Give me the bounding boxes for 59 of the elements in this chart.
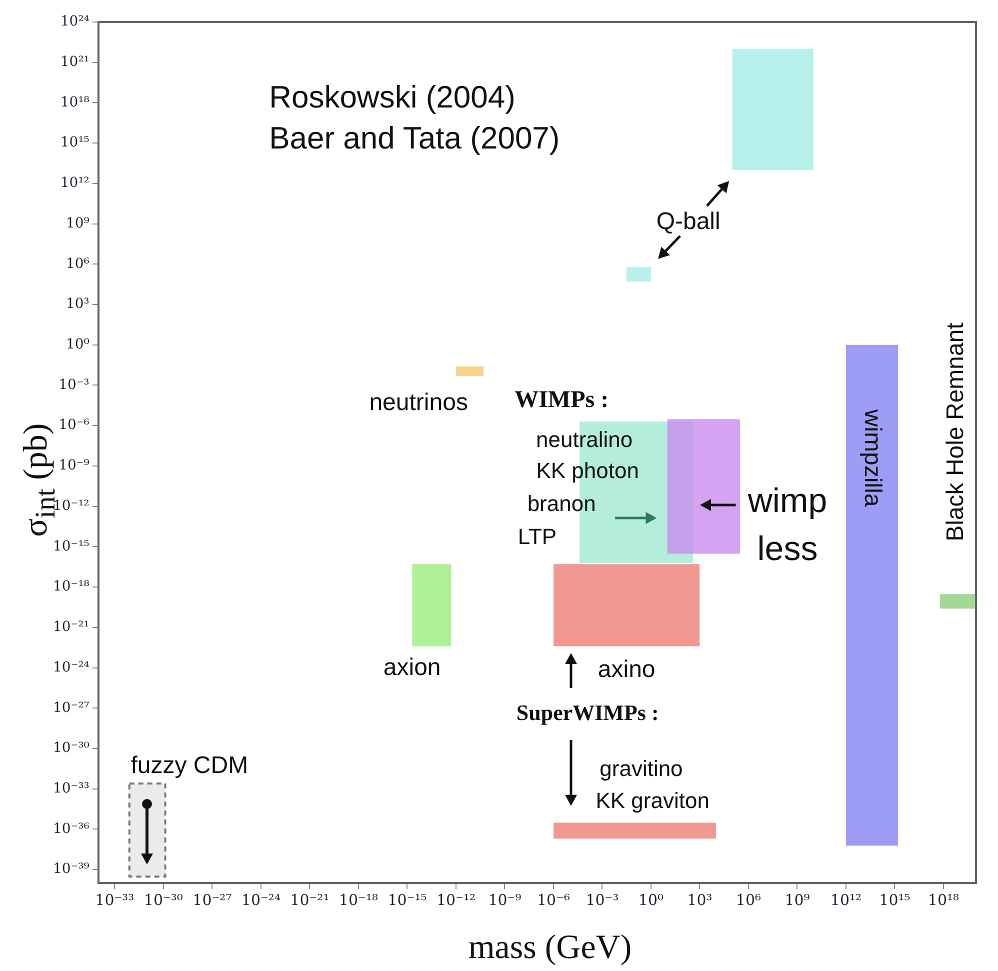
y-tick-label: 10⁻²⁴ — [52, 659, 90, 676]
x-tick-label: 10¹⁵ — [879, 890, 910, 909]
y-tick-label: 10⁰ — [66, 336, 90, 353]
x-tick-label: 10⁻²⁷ — [192, 890, 232, 909]
x-tick-label: 10⁶ — [736, 890, 762, 909]
annotation: gravitino — [600, 756, 683, 781]
annotation: wimp — [748, 482, 828, 520]
annotation: Roskowski (2004) — [269, 80, 516, 115]
annotation: axino — [598, 656, 656, 684]
x-tick-label: 10¹² — [830, 890, 862, 909]
y-tick-label: 10⁻³ — [58, 376, 90, 393]
y-tick-label: 10²⁴ — [60, 14, 90, 30]
annotation: less — [757, 530, 818, 568]
annotation: wimpzilla — [858, 409, 886, 507]
annotation: KK photon — [536, 458, 639, 484]
x-tick-label: 10⁹ — [784, 890, 810, 909]
y-tick-label: 10⁻³⁹ — [52, 861, 90, 878]
y-tick-label: 10⁻³⁶ — [52, 820, 90, 837]
annotation: SuperWIMPs : — [516, 700, 659, 726]
annotation: Baer and Tata (2007) — [269, 120, 560, 156]
y-tick-label: 10⁻¹⁸ — [52, 578, 90, 595]
x-tick-label: 10¹⁸ — [928, 890, 960, 909]
y-tick-label: 10¹⁸ — [60, 94, 90, 110]
annotation: WIMPs : — [514, 387, 609, 414]
y-tick-label: 10⁻⁶ — [58, 417, 90, 434]
x-tick-label: 10⁻²¹ — [290, 890, 330, 909]
annotation: LTP — [518, 524, 557, 550]
x-tick-label: 10⁰ — [638, 890, 664, 909]
x-tick-label: 10⁻³ — [586, 890, 619, 909]
y-tick-label: 10¹⁵ — [60, 134, 90, 151]
x-axis-title: mass (GeV) — [468, 929, 632, 967]
annotation: fuzzy CDM — [130, 752, 248, 779]
annotation: branon — [527, 490, 596, 516]
y-tick-label: 10⁻¹⁵ — [52, 538, 90, 554]
x-tick-label: 10⁻²⁴ — [241, 890, 280, 909]
annotation: KK graviton — [596, 788, 710, 813]
x-tick-label: 10³ — [687, 890, 712, 909]
x-tick-label: 10⁻¹⁵ — [388, 890, 427, 909]
annotation: neutralino — [536, 427, 633, 452]
x-tick-label: 10⁻¹² — [436, 890, 476, 909]
x-tick-label: 10⁻⁹ — [488, 890, 522, 909]
annotation: Q-ball — [656, 208, 720, 236]
y-tick-label: 10²¹ — [60, 54, 90, 70]
annotation: axion — [383, 654, 441, 681]
y-tick-label: 10⁻³⁰ — [52, 740, 90, 756]
y-tick-label: 10³ — [66, 296, 90, 312]
y-tick-label: 10⁻³³ — [52, 780, 90, 796]
y-tick-label: 10⁻²⁷ — [52, 700, 90, 716]
y-tick-label: 10¹² — [60, 175, 90, 192]
y-tick-label: 10⁻⁹ — [58, 458, 90, 474]
y-tick-label: 10⁻²¹ — [52, 619, 90, 636]
x-tick-label: 10⁻³³ — [95, 890, 134, 909]
y-tick-label: 10⁹ — [66, 215, 90, 232]
x-tick-label: 10⁻³⁰ — [144, 890, 183, 909]
annotation: neutrinos — [369, 388, 468, 416]
x-tick-label: 10⁻⁶ — [536, 890, 570, 909]
y-tick-label: 10⁶ — [66, 256, 90, 272]
x-tick-label: 10⁻¹⁸ — [338, 890, 378, 909]
annotation: Black Hole Remnant — [942, 322, 970, 542]
